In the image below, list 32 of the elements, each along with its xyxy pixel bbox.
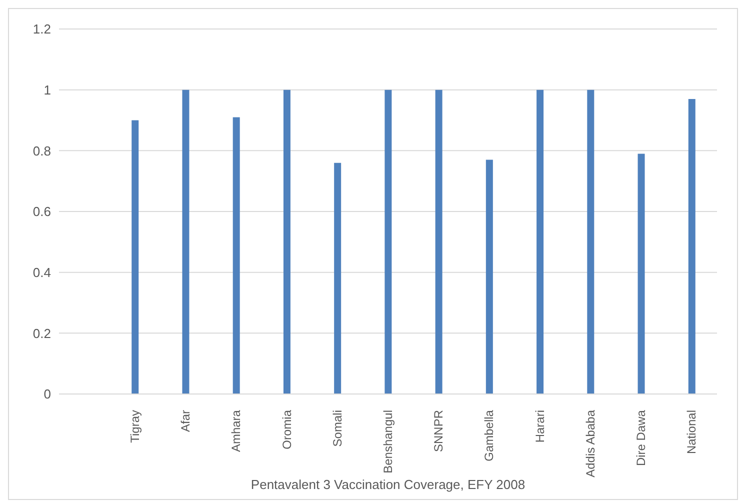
- x-tick-label: SNNPR: [432, 410, 446, 452]
- x-tick-label: Addis Ababa: [583, 410, 598, 478]
- bar: [688, 98, 696, 394]
- x-tick-label: Gambella: [482, 410, 496, 462]
- y-tick-label: 0.6: [32, 204, 51, 220]
- x-tick-label: Oromia: [280, 410, 294, 450]
- y-tick-label: 0.8: [32, 143, 51, 158]
- x-tick-label: Dire Dawa: [634, 410, 648, 466]
- bar: [384, 90, 392, 394]
- y-tick-label: 0: [44, 386, 51, 402]
- y-tick-label: 1.2: [32, 22, 51, 37]
- y-tick-label: 0.2: [32, 326, 51, 341]
- x-tick-label: Tigray: [128, 410, 142, 443]
- bar: [182, 90, 190, 394]
- bar: [536, 90, 544, 394]
- x-axis-title: Pentavalent 3 Vaccination Coverage, EFY 2008: [250, 477, 526, 492]
- bar: [638, 154, 645, 394]
- y-tick-label: 1: [44, 82, 51, 98]
- bar: [435, 90, 442, 394]
- x-tick-label: National: [684, 410, 699, 454]
- bar: [132, 120, 139, 394]
- x-tick-label: Benshangul: [381, 410, 395, 474]
- bar: [232, 117, 240, 394]
- x-tick-label: Amhara: [229, 410, 244, 452]
- bar: [486, 160, 493, 394]
- y-tick-label: 0.4: [32, 264, 51, 280]
- bar: [334, 162, 342, 394]
- x-tick-label: Somali: [330, 410, 344, 447]
- bar: [283, 90, 290, 394]
- x-tick-label: Harari: [532, 410, 547, 443]
- bar: [587, 90, 594, 394]
- x-tick-label: Afar: [178, 410, 193, 432]
